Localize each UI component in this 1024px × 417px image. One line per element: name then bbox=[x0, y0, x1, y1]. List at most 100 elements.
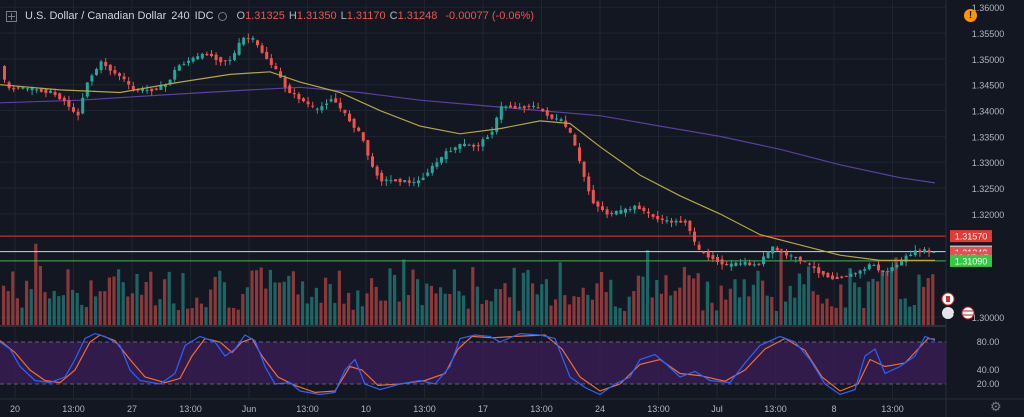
price-tick-label: 1.34000 bbox=[972, 107, 1005, 117]
volume-bar bbox=[526, 269, 530, 326]
gear-icon[interactable]: ⚙ bbox=[990, 399, 1002, 414]
candle-body bbox=[564, 120, 568, 127]
canada-flag-icon[interactable] bbox=[941, 292, 955, 306]
us-flag-icon[interactable] bbox=[961, 306, 975, 320]
volume-bar bbox=[641, 276, 645, 326]
volume-bar bbox=[816, 294, 820, 326]
stochastic-pane[interactable]: 80.00 40.00 20.00 bbox=[0, 332, 999, 396]
volume-bar bbox=[57, 296, 61, 326]
volume-bar bbox=[126, 296, 130, 326]
time-tick-label: 13:00 bbox=[296, 404, 319, 414]
volume-bar bbox=[912, 304, 916, 326]
volume-bar bbox=[678, 287, 682, 326]
volume-bar bbox=[319, 302, 323, 326]
candle-body bbox=[863, 269, 867, 271]
candle-body bbox=[835, 276, 839, 280]
volume-bar bbox=[167, 271, 171, 326]
volume-bar bbox=[535, 294, 539, 326]
candle-body bbox=[463, 143, 466, 146]
volume-bar bbox=[705, 281, 709, 326]
volume-bar bbox=[324, 277, 328, 326]
candle-body bbox=[76, 111, 80, 116]
candle-body bbox=[44, 89, 48, 93]
volume-bar bbox=[475, 286, 479, 326]
candle-body bbox=[582, 161, 586, 177]
candle-body bbox=[748, 262, 752, 266]
price-axis[interactable]: 1.36000 1.35500 1.35000 1.34500 1.34000 1.335… bbox=[972, 3, 1005, 323]
candle-body bbox=[426, 172, 430, 176]
volume-bar bbox=[112, 276, 116, 326]
candle-body bbox=[311, 105, 315, 107]
candle-body bbox=[283, 77, 287, 88]
collapse-icon[interactable] bbox=[6, 10, 17, 22]
event-markers[interactable]: 4 bbox=[941, 292, 975, 320]
time-axis[interactable]: 20 13:00 27 13:00 Jun 13:00 10 13:00 17 13:00 24 13… bbox=[10, 404, 904, 414]
candle-body bbox=[550, 114, 554, 119]
candle-body bbox=[628, 208, 632, 210]
visibility-dot-icon[interactable] bbox=[217, 11, 227, 21]
time-tick-label: 17 bbox=[478, 404, 488, 414]
symbol-name[interactable]: U.S. Dollar / Canadian Dollar bbox=[25, 10, 167, 22]
candle-body bbox=[762, 256, 765, 265]
candle-body bbox=[831, 275, 834, 280]
volume-bar bbox=[521, 272, 525, 326]
time-tick-label: Jun bbox=[242, 404, 257, 414]
candle-body bbox=[601, 206, 604, 211]
volume-bar bbox=[926, 278, 930, 326]
candle-body bbox=[12, 88, 16, 90]
price-tick-label: 1.34500 bbox=[972, 81, 1005, 91]
volume-bar bbox=[416, 279, 420, 326]
candle-body bbox=[265, 51, 269, 60]
volume-bar bbox=[117, 269, 121, 326]
candle-body bbox=[338, 102, 342, 109]
candle-body bbox=[559, 119, 563, 121]
candle-body bbox=[122, 76, 126, 80]
interval-label[interactable]: 240 bbox=[171, 10, 190, 22]
volume-bar bbox=[434, 293, 438, 326]
volume-bar bbox=[471, 267, 475, 326]
volume-bar bbox=[227, 307, 231, 326]
price-badge bbox=[950, 254, 992, 267]
volume-bar bbox=[793, 297, 797, 326]
volume-bar bbox=[567, 304, 571, 326]
candle-body bbox=[3, 66, 6, 80]
volume-bar bbox=[728, 288, 732, 326]
volume-bar bbox=[268, 269, 272, 326]
volume-bar bbox=[692, 278, 696, 326]
candle-body bbox=[890, 267, 894, 271]
price-badge-label: 1.31090 bbox=[955, 256, 988, 266]
candle-body bbox=[826, 273, 830, 278]
volume-bar bbox=[586, 294, 590, 326]
candle-body bbox=[444, 151, 448, 159]
candle-body bbox=[674, 220, 678, 223]
volume-bar bbox=[485, 300, 489, 326]
candle-body bbox=[716, 257, 719, 263]
time-tick-label: 13:00 bbox=[62, 404, 85, 414]
candle-body bbox=[403, 180, 407, 182]
candle-body bbox=[605, 209, 609, 215]
volume-bar bbox=[135, 273, 139, 326]
price-tick-label: 1.33000 bbox=[972, 158, 1005, 168]
volume-bar bbox=[195, 297, 199, 326]
volume-bar bbox=[393, 274, 397, 326]
volume-bar bbox=[347, 292, 351, 326]
volume-bar bbox=[544, 279, 548, 326]
candle-body bbox=[518, 107, 522, 109]
candle-body bbox=[808, 263, 811, 265]
event-marker[interactable]: 4 bbox=[942, 307, 958, 319]
candle-body bbox=[587, 176, 591, 192]
volume-bar bbox=[222, 282, 226, 326]
price-badge-label: 1.31570 bbox=[955, 232, 988, 242]
volume-bar bbox=[922, 286, 926, 326]
volume-bar bbox=[457, 291, 461, 326]
volume-bar bbox=[669, 295, 673, 326]
volume-bar bbox=[788, 285, 792, 326]
candle-body bbox=[104, 61, 108, 67]
volume-bar bbox=[406, 295, 410, 326]
alert-icon[interactable]: ! bbox=[964, 9, 977, 22]
volume-bar bbox=[811, 291, 815, 326]
candle-body bbox=[909, 254, 913, 257]
candle-body bbox=[693, 231, 696, 242]
volume-bar bbox=[425, 283, 429, 326]
